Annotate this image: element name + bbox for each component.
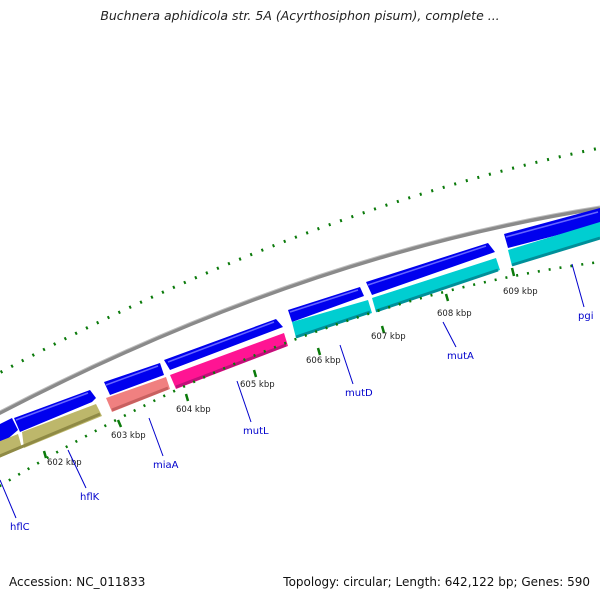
gene-mutD[interactable] bbox=[292, 300, 372, 338]
gene-label-miaA[interactable]: miaA bbox=[153, 460, 179, 471]
forward-gene-arrow[interactable] bbox=[288, 287, 364, 322]
genome-summary: Topology: circular; Length: 642,122 bp; … bbox=[283, 575, 590, 589]
gene-label-mutD[interactable]: mutD bbox=[345, 388, 373, 399]
gene-hflC[interactable] bbox=[0, 434, 22, 462]
backbone-line bbox=[0, 206, 600, 416]
forward-gene-highlight bbox=[505, 211, 599, 238]
gene-shadow bbox=[175, 343, 287, 389]
forward-gene-arrow[interactable] bbox=[164, 319, 283, 370]
outer-tick-ring bbox=[0, 146, 600, 375]
gene-label-hflK[interactable]: hflK bbox=[80, 492, 100, 503]
map-title: Buchnera aphidicola str. 5A (Acyrthosiph… bbox=[100, 8, 500, 23]
major-ticks bbox=[42, 267, 516, 459]
gene-shadow bbox=[0, 412, 101, 458]
gene-leader-lines bbox=[0, 263, 585, 519]
forward-gene-arrow[interactable] bbox=[366, 243, 495, 295]
kbp-label-607: 607 kbp bbox=[371, 332, 406, 342]
forward-gene-highlight bbox=[15, 392, 89, 421]
gene-label-mutA[interactable]: mutA bbox=[447, 351, 474, 362]
kbp-label-603: 603 kbp bbox=[111, 431, 146, 441]
gene-shadow bbox=[111, 386, 169, 412]
forward-gene-arrow[interactable] bbox=[104, 363, 164, 395]
backbone-highlight bbox=[0, 205, 600, 412]
gene-miaA[interactable] bbox=[106, 377, 170, 412]
gene-label-pgi[interactable]: pgi bbox=[578, 311, 593, 322]
gene-shadow bbox=[511, 236, 600, 267]
reverse-strand bbox=[0, 222, 600, 462]
forward-gene-highlight bbox=[289, 289, 359, 313]
gene-label-hflC[interactable]: hflC bbox=[10, 522, 30, 533]
gene-mutA[interactable] bbox=[372, 258, 500, 312]
kbp-scale-labels: 602 kbp 603 kbp 604 kbp 605 kbp 606 kbp … bbox=[47, 287, 538, 468]
forward-gene-highlight bbox=[167, 321, 275, 363]
kbp-label-606: 606 kbp bbox=[306, 356, 341, 366]
forward-gene-arrow[interactable] bbox=[14, 390, 96, 432]
kbp-label-609: 609 kbp bbox=[503, 287, 538, 297]
accession-label: Accession: NC_011833 bbox=[9, 575, 146, 589]
gene-label-mutL[interactable]: mutL bbox=[243, 426, 269, 437]
gene-mutL[interactable] bbox=[170, 333, 288, 389]
kbp-label-608: 608 kbp bbox=[437, 309, 472, 319]
kbp-label-602: 602 kbp bbox=[47, 458, 82, 468]
forward-gene-arrow[interactable] bbox=[0, 418, 18, 442]
gene-pgi[interactable] bbox=[508, 222, 600, 266]
forward-strand bbox=[0, 208, 600, 442]
kbp-label-605: 605 kbp bbox=[240, 380, 275, 390]
kbp-label-604: 604 kbp bbox=[176, 405, 211, 415]
forward-gene-highlight bbox=[105, 365, 159, 386]
forward-gene-highlight bbox=[367, 245, 487, 286]
gene-labels: hflC hflK miaA mutL mutD mutA pgi bbox=[10, 311, 593, 533]
